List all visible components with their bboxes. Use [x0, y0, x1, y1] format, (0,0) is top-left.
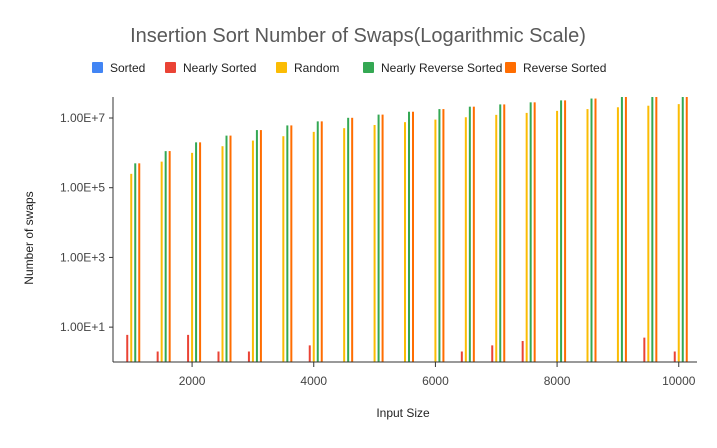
- legend-swatch: [92, 62, 103, 73]
- bar: [655, 97, 658, 362]
- bar: [624, 97, 627, 362]
- bar: [255, 130, 258, 362]
- y-tick-label: 1.00E+7: [60, 111, 105, 125]
- bar: [404, 122, 406, 362]
- x-tick-label: 8000: [544, 374, 571, 388]
- bar: [138, 163, 141, 362]
- legend-label: Nearly Sorted: [183, 61, 256, 75]
- bar: [464, 117, 467, 362]
- bar: [499, 104, 502, 362]
- bar: [282, 136, 285, 362]
- legend-label: Random: [294, 61, 339, 75]
- legend-swatch: [505, 62, 516, 73]
- bar: [373, 124, 376, 363]
- y-axis: 1.00E+1 1.00E+3 1.00E+5 1.00E+7: [60, 97, 114, 362]
- bar: [316, 121, 319, 362]
- legend-label: Sorted: [110, 61, 145, 75]
- y-axis-label: Number of swaps: [22, 191, 36, 284]
- bar: [347, 117, 350, 362]
- bar: [259, 130, 262, 362]
- bar: [681, 97, 684, 362]
- bar: [560, 100, 563, 363]
- bar: [434, 119, 437, 363]
- bar: [290, 125, 293, 363]
- x-axis: 2000 4000 6000 8000 10000: [113, 361, 697, 388]
- bar: [343, 128, 346, 362]
- bar: [525, 112, 528, 363]
- bar: [643, 337, 646, 362]
- bar: [195, 142, 198, 362]
- bar: [586, 109, 589, 362]
- bar: [217, 351, 220, 362]
- bar: [594, 98, 597, 362]
- bar: [251, 140, 254, 362]
- x-tick-label: 10000: [662, 374, 696, 388]
- bar: [229, 135, 232, 362]
- bar: [381, 114, 384, 362]
- bar: [377, 114, 380, 362]
- bar: [308, 345, 311, 362]
- bar: [130, 173, 133, 362]
- bar: [491, 345, 494, 362]
- legend-label: Nearly Reverse Sorted: [381, 61, 502, 75]
- bar: [647, 105, 650, 362]
- chart-title: Insertion Sort Number of Swaps(Logarithm…: [130, 25, 586, 47]
- bar: [408, 111, 410, 362]
- bar: [187, 334, 190, 362]
- x-axis-label: Input Size: [376, 406, 430, 420]
- legend-swatch: [165, 62, 176, 73]
- bar: [521, 341, 524, 362]
- bar: [225, 135, 228, 362]
- bar: [438, 109, 441, 362]
- bar: [199, 142, 202, 362]
- bar: [134, 163, 137, 362]
- bar: [460, 351, 463, 362]
- legend-label: Reverse Sorted: [523, 61, 606, 75]
- bar: [529, 102, 532, 362]
- bar: [685, 97, 688, 362]
- bar: [495, 114, 498, 362]
- bar: [472, 106, 475, 362]
- y-tick-label: 1.00E+5: [60, 181, 105, 195]
- bar: [286, 125, 289, 362]
- bar: [564, 100, 567, 363]
- x-tick-label: 6000: [422, 374, 449, 388]
- plot-area: [126, 97, 688, 363]
- bar: [503, 104, 506, 362]
- bar: [160, 161, 163, 362]
- bar: [320, 121, 323, 362]
- legend: Sorted Nearly Sorted Random Nearly Reverse …: [92, 61, 606, 75]
- bar: [247, 351, 250, 362]
- legend-swatch: [363, 62, 374, 73]
- bar: [677, 104, 680, 362]
- bar: [590, 98, 593, 362]
- y-tick-label: 1.00E+3: [60, 250, 105, 264]
- bar: [312, 131, 315, 362]
- bar: [556, 110, 559, 362]
- bar: [620, 97, 623, 362]
- x-tick-label: 4000: [300, 374, 327, 388]
- x-tick-label: 2000: [179, 374, 206, 388]
- legend-swatch: [276, 62, 287, 73]
- bar: [651, 97, 654, 362]
- bar: [442, 109, 445, 362]
- bar: [156, 351, 159, 362]
- bar: [164, 151, 167, 362]
- bar: [468, 106, 471, 362]
- bar: [616, 107, 619, 363]
- y-tick-label: 1.00E+1: [60, 320, 105, 334]
- bar: [221, 146, 224, 362]
- bar: [673, 351, 676, 362]
- bar: [412, 111, 414, 362]
- bar: [126, 334, 129, 362]
- bar: [533, 102, 536, 363]
- bar: [168, 151, 171, 362]
- bar: [191, 152, 194, 362]
- bar: [351, 117, 354, 362]
